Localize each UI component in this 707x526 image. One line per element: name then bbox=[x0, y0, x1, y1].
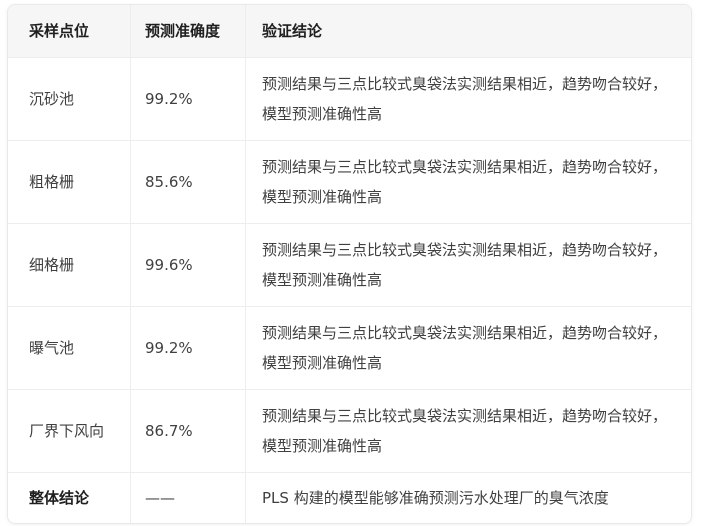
cell-sampling-point: 厂界下风向 bbox=[29, 422, 105, 440]
table-row: 厂界下风向 86.7% 预测结果与三点比较式臭袋法实测结果相近，趋势吻合较好，模… bbox=[8, 389, 691, 472]
table-row: 粗格栅 85.6% 预测结果与三点比较式臭袋法实测结果相近，趋势吻合较好，模型预… bbox=[8, 140, 691, 223]
table-row: 沉砂池 99.2% 预测结果与三点比较式臭袋法实测结果相近，趋势吻合较好，模型预… bbox=[8, 57, 691, 140]
cell-conclusion: 预测结果与三点比较式臭袋法实测结果相近，趋势吻合较好，模型预测准确性高 bbox=[245, 390, 691, 472]
table-summary-row: 整体结论 —— PLS 构建的模型能够准确预测污水处理厂的臭气浓度 bbox=[8, 472, 691, 523]
cell-sampling-point: 沉砂池 bbox=[29, 90, 75, 108]
cell-accuracy: 99.2% bbox=[130, 58, 245, 140]
table-row: 细格栅 99.6% 预测结果与三点比较式臭袋法实测结果相近，趋势吻合较好，模型预… bbox=[8, 223, 691, 306]
cell-conclusion: 预测结果与三点比较式臭袋法实测结果相近，趋势吻合较好，模型预测准确性高 bbox=[245, 224, 691, 306]
cell-conclusion: 预测结果与三点比较式臭袋法实测结果相近，趋势吻合较好，模型预测准确性高 bbox=[245, 307, 691, 389]
cell-accuracy: 99.6% bbox=[130, 224, 245, 306]
cell-summary-label: 整体结论 bbox=[29, 489, 90, 507]
cell-accuracy: 99.2% bbox=[130, 307, 245, 389]
cell-summary-accuracy: —— bbox=[130, 473, 245, 523]
cell-sampling-point: 粗格栅 bbox=[29, 173, 75, 191]
table-row: 曝气池 99.2% 预测结果与三点比较式臭袋法实测结果相近，趋势吻合较好，模型预… bbox=[8, 306, 691, 389]
cell-sampling-point: 曝气池 bbox=[29, 339, 75, 357]
cell-conclusion: 预测结果与三点比较式臭袋法实测结果相近，趋势吻合较好，模型预测准确性高 bbox=[245, 58, 691, 140]
cell-sampling-point: 细格栅 bbox=[29, 256, 75, 274]
column-header-accuracy: 预测准确度 bbox=[130, 5, 245, 57]
column-header-conclusion: 验证结论 bbox=[245, 5, 691, 57]
cell-accuracy: 85.6% bbox=[130, 141, 245, 223]
cell-conclusion: 预测结果与三点比较式臭袋法实测结果相近，趋势吻合较好，模型预测准确性高 bbox=[245, 141, 691, 223]
cell-accuracy: 86.7% bbox=[130, 390, 245, 472]
cell-summary-conclusion: PLS 构建的模型能够准确预测污水处理厂的臭气浓度 bbox=[245, 473, 691, 523]
column-header-sampling-point: 采样点位 bbox=[29, 22, 90, 40]
validation-results-table: 采样点位 预测准确度 验证结论 沉砂池 99.2% 预测结果与三点比较式臭袋法实… bbox=[7, 4, 692, 524]
table-header-row: 采样点位 预测准确度 验证结论 bbox=[8, 5, 691, 57]
